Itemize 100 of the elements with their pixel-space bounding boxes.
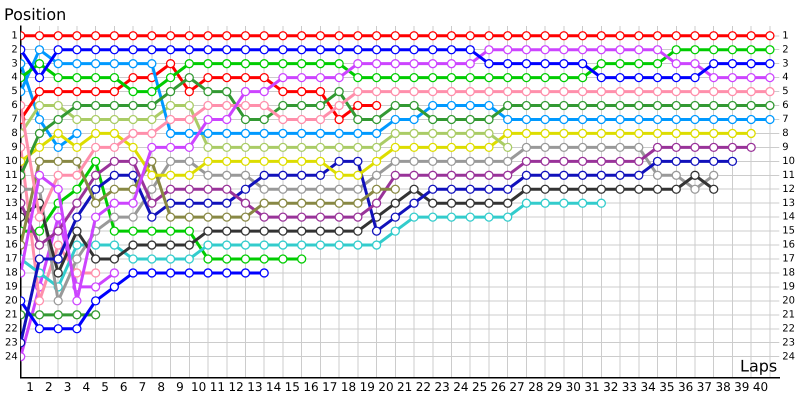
point <box>446 72 456 82</box>
point <box>128 45 138 54</box>
point <box>484 212 494 222</box>
point <box>672 59 681 68</box>
point <box>147 212 156 222</box>
point <box>728 128 738 138</box>
point <box>690 86 700 96</box>
x-tick-label: 12 <box>228 380 244 394</box>
point <box>166 45 176 54</box>
point <box>634 142 644 152</box>
point <box>222 184 232 194</box>
point <box>503 86 512 96</box>
point <box>147 31 156 40</box>
point <box>334 156 344 166</box>
point <box>634 45 644 54</box>
point <box>90 184 100 194</box>
point <box>728 45 738 54</box>
point <box>72 310 82 320</box>
point <box>166 254 176 264</box>
y2-tick-label: 18 <box>782 268 796 279</box>
point <box>334 114 344 124</box>
point <box>728 31 738 40</box>
point <box>390 142 400 152</box>
point <box>709 142 718 152</box>
point <box>166 142 176 152</box>
point <box>746 31 756 40</box>
point <box>466 45 475 54</box>
x-tick-label: 4 <box>82 380 90 394</box>
point <box>54 59 63 68</box>
point <box>184 72 194 82</box>
point <box>334 142 344 152</box>
y-tick-label: 1 <box>11 30 18 42</box>
point <box>128 198 138 208</box>
point <box>203 72 213 82</box>
point <box>128 142 138 152</box>
point <box>428 128 438 138</box>
point <box>709 170 718 180</box>
point <box>260 226 269 236</box>
point <box>746 142 756 152</box>
point <box>334 45 344 54</box>
point <box>240 156 250 166</box>
point <box>166 156 176 166</box>
point <box>596 184 606 194</box>
point <box>110 268 120 278</box>
point <box>222 59 232 68</box>
point <box>522 86 532 96</box>
y-tick-label: 20 <box>4 295 18 306</box>
point <box>353 86 363 96</box>
point <box>634 86 644 96</box>
y2-tick-label: 13 <box>782 198 796 209</box>
point <box>466 198 475 208</box>
point <box>446 184 456 194</box>
point <box>428 156 438 166</box>
point <box>765 100 775 110</box>
point <box>184 226 194 236</box>
point <box>484 31 494 40</box>
point <box>596 170 606 180</box>
point <box>540 170 550 180</box>
point <box>615 86 625 96</box>
point <box>578 45 588 54</box>
y-tick-label: 15 <box>4 226 18 237</box>
point <box>728 114 738 124</box>
point <box>615 114 625 124</box>
x-tick-label: 8 <box>157 380 166 394</box>
point <box>128 86 138 96</box>
point <box>110 282 120 292</box>
point <box>353 184 363 194</box>
point <box>278 45 288 54</box>
point <box>466 184 475 194</box>
point <box>90 156 100 166</box>
point <box>166 100 176 110</box>
point <box>484 184 494 194</box>
point <box>278 59 288 68</box>
point <box>746 59 756 68</box>
point <box>297 114 306 124</box>
point <box>559 114 569 124</box>
point <box>409 128 419 138</box>
point <box>353 170 363 180</box>
y2-tick-label: 9 <box>782 142 789 153</box>
point <box>484 198 494 208</box>
point <box>690 45 700 54</box>
point <box>54 45 63 54</box>
point <box>372 114 382 124</box>
point <box>297 198 306 208</box>
point <box>428 142 438 152</box>
point <box>203 170 213 180</box>
point <box>240 212 250 222</box>
point <box>353 72 363 82</box>
point <box>34 45 44 54</box>
point <box>446 45 456 54</box>
x-tick-label: 38 <box>715 380 731 394</box>
point <box>222 198 232 208</box>
point <box>203 226 213 236</box>
point <box>203 254 213 264</box>
point <box>353 226 363 236</box>
point <box>728 59 738 68</box>
point <box>184 128 194 138</box>
point <box>428 45 438 54</box>
point <box>34 226 44 236</box>
point <box>260 86 269 96</box>
